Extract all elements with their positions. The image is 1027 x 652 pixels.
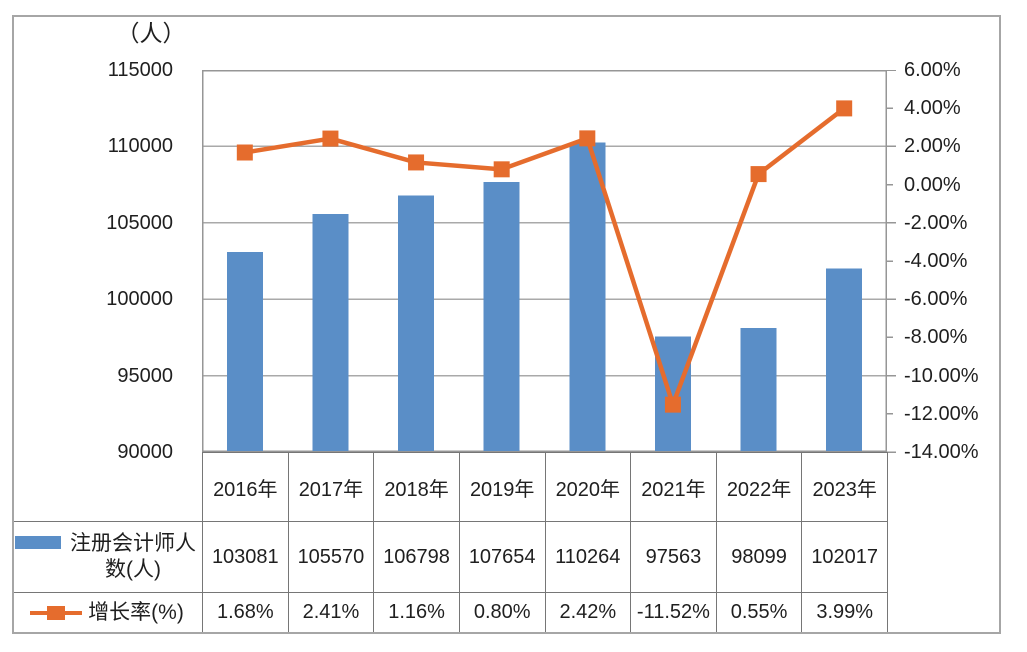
growth-line (244, 106, 846, 407)
right-axis-tick: -8.00% (904, 326, 968, 349)
bar (226, 252, 263, 451)
bar-series-label: 注册会计师人数(人) (70, 531, 196, 581)
bar (740, 328, 777, 451)
bar (654, 336, 691, 451)
count-value-cell: 103081 (202, 522, 288, 593)
bar (569, 142, 606, 451)
right-axis-tick: -10.00% (904, 364, 979, 387)
right-axis-tick: 6.00% (904, 59, 961, 81)
line-marker (493, 161, 510, 178)
right-axis-tick: -12.00% (904, 402, 979, 425)
year-header-cell: 2018年 (373, 452, 459, 522)
growth-value-cell: 0.80% (458, 593, 545, 632)
bar-legend-swatch-icon (15, 536, 61, 549)
line-marker (579, 130, 596, 147)
year-header-cell: 2022年 (715, 452, 802, 522)
left-axis-tick: 100000 (106, 288, 173, 311)
growth-value-cell: 2.42% (544, 593, 631, 632)
year-header-cell: 2021年 (630, 452, 716, 522)
left-axis-tick: 95000 (117, 364, 173, 387)
bar-series-legend: 注册会计师人数(人) (12, 522, 202, 593)
count-value-cell: 106798 (373, 522, 459, 593)
left-axis-tick: 90000 (117, 441, 173, 463)
bar (483, 182, 520, 451)
line-series-label: 增长率(%) (88, 600, 184, 624)
line-marker (322, 130, 339, 147)
plot-area (202, 70, 896, 453)
count-value-cell: 102017 (801, 522, 887, 593)
line-series-legend: 增长率(%) (12, 593, 202, 632)
table-corner-cell (12, 452, 202, 522)
left-axis-tick: 105000 (106, 211, 173, 234)
right-axis-tick: -6.00% (904, 288, 968, 311)
plot-border (202, 70, 887, 452)
right-axis-tick: -14.00% (904, 441, 979, 463)
line-marker (664, 396, 681, 413)
count-value-cell: 105570 (287, 522, 374, 593)
left-axis-tick: 115000 (107, 59, 173, 81)
year-header-cell: 2023年 (801, 452, 887, 522)
year-header-cell: 2020年 (544, 452, 631, 522)
growth-value-cell: 1.16% (373, 593, 459, 632)
growth-value-cell: 0.55% (715, 593, 802, 632)
line-marker (408, 154, 425, 171)
right-axis-tick: 2.00% (904, 135, 961, 158)
year-header-cell: 2016年 (202, 452, 288, 522)
right-axis-tick: 0.00% (904, 173, 961, 196)
right-axis-tick: 4.00% (904, 97, 961, 120)
growth-value-cell: 2.41% (287, 593, 374, 632)
growth-value-cell: -11.52% (630, 593, 716, 632)
line-marker (836, 100, 853, 117)
bar (826, 268, 863, 451)
year-header-cell: 2017年 (287, 452, 374, 522)
right-axis-tick: -4.00% (904, 250, 968, 272)
bar (312, 214, 349, 451)
table-right-filler (887, 452, 1001, 632)
data-table: 2016年 2017年 2018年 2019年 2020年 2021年 2022年 2023年… (12, 452, 1001, 632)
growth-value-cell: 3.99% (801, 593, 887, 632)
growth-value-cell: 1.68% (202, 593, 288, 632)
left-axis-tick: 110000 (107, 135, 173, 158)
count-value-cell: 98099 (715, 522, 802, 593)
bar (398, 195, 435, 451)
count-value-cell: 107654 (458, 522, 545, 593)
line-marker (236, 144, 253, 161)
right-axis-tick: -2.00% (904, 211, 968, 234)
left-axis-title: （人） (116, 20, 186, 46)
line-legend-swatch-icon (30, 604, 83, 622)
year-header-cell: 2019年 (458, 452, 545, 522)
line-marker (750, 166, 767, 183)
count-value-cell: 97563 (630, 522, 716, 593)
count-value-cell: 110264 (544, 522, 631, 593)
